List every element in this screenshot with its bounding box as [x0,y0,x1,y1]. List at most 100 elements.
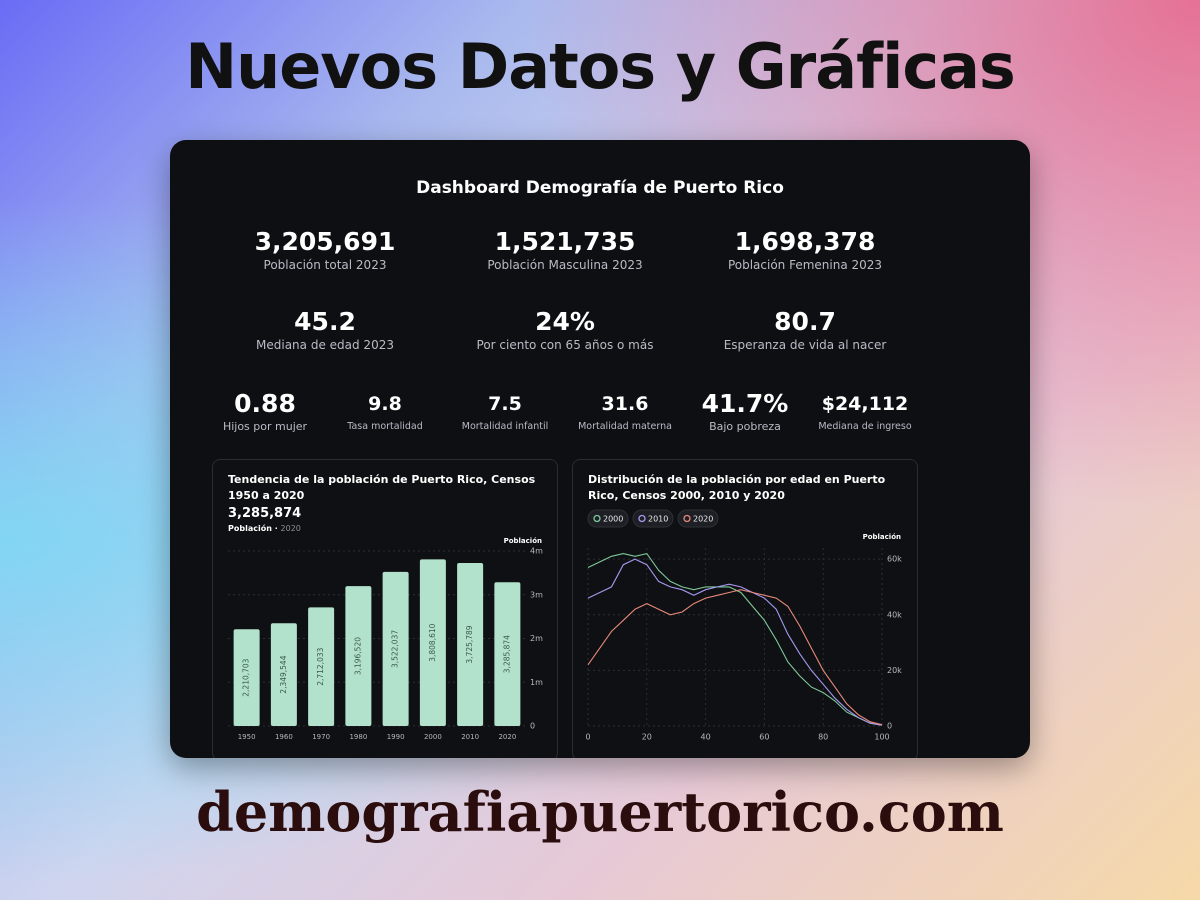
stat-value: 0.88 [234,389,296,418]
y-tick-label: 0 [530,722,535,731]
y-tick-label: 4m [530,547,543,556]
y-tick-label: 20k [887,666,902,675]
chart-title: Tendencia de la población de Puerto Rico… [228,473,536,502]
stat-label: Mortalidad infantil [461,421,549,432]
legend-label: 2010 [648,515,668,524]
stat: $24,112 Mediana de ingreso [745,390,985,436]
legend-pill [632,509,674,528]
y-tick-label: 1m [530,678,543,687]
stat-value: 41.7% [701,389,789,418]
legend-pill [587,509,629,528]
stat-value: 1,521,735 [494,227,636,256]
charts: 0 1m 2m 3m 4m Población 2,210,703 1950 2,349,544… [228,509,902,742]
legend-item: 2020 [677,509,719,528]
stat-label: Bajo pobreza [709,420,781,433]
legend-item: 2000 [587,509,629,528]
value-label: 3,285,874 [502,635,511,673]
stat: 1,521,735 Población Masculina 2023 [445,228,685,274]
stat: 24% Por ciento con 65 años o más [445,308,685,354]
x-tick-label: 0 [585,733,590,742]
stat-value: 80.7 [774,307,836,336]
footer-url: demografiapuertorico.com [196,780,1004,844]
stat-label: Tasa mortalidad [347,421,423,432]
series-line [587,558,883,726]
legend-marker [683,514,691,523]
stat-label: Mediana de edad 2023 [256,338,394,352]
stat-label: Esperanza de vida al nacer [723,338,887,352]
x-tick-label: 40 [701,733,711,742]
value-label: 3,725,789 [465,625,474,663]
series-line [587,589,883,726]
y-tick-label: 60k [887,555,902,564]
bar [382,571,409,726]
stat-label: Población total 2023 [263,258,387,272]
bar [419,559,446,726]
page-title: Nuevos Datos y Gráficas [185,30,1016,103]
dashboard-title: Dashboard Demografía de Puerto Rico [416,178,784,198]
x-tick-label: 1950 [238,733,256,741]
stat-value: 31.6 [601,393,649,415]
axis-label: Población [504,537,542,545]
headline-label: Población [228,524,272,533]
bar [308,607,335,726]
stat-label: Población Femenina 2023 [727,258,883,272]
chart-title: Distribución de la población por edad en… [588,473,886,502]
headline-year: 2020 [280,524,301,533]
y-tick-label: 2m [530,634,543,643]
x-tick-label: 60 [759,733,769,742]
stat-label: Población Masculina 2023 [487,258,643,272]
bar [233,629,260,726]
stat: 3,205,691 Población total 2023 [205,228,445,274]
legend-marker [638,514,646,523]
stat: 9.8 Tasa mortalidad [265,390,505,436]
stat: 41.7% Bajo pobreza [625,390,865,436]
legend-marker [593,514,601,523]
legend-pill [677,509,719,528]
stat-label: Mortalidad materna [578,421,672,432]
value-label: 3,808,610 [428,623,437,661]
value-label: 2,712,033 [316,647,325,685]
bar [270,623,297,726]
stat-value: 24% [535,307,595,336]
legend-label: 2000 [603,515,623,524]
stat: 0.88 Hijos por mujer [170,390,385,436]
headline: 3,285,874 [228,506,302,521]
x-tick-label: 1980 [349,733,367,741]
stat-value: $24,112 [821,393,909,415]
x-tick-label: 1960 [275,733,293,741]
x-tick-label: 2010 [461,733,479,741]
stat: 31.6 Mortalidad materna [505,390,745,436]
headline-sub: Población · 2020 [228,524,301,533]
bar [457,562,484,726]
legend-item: 2010 [632,509,674,528]
y-tick-label: 40k [887,610,902,619]
x-tick-label: 20 [642,733,652,742]
dashboard-card: Dashboard Demografía de Puerto Rico 3,20… [170,140,1030,758]
stat: 1,698,378 Población Femenina 2023 [685,228,925,274]
stat-label: Mediana de ingreso [818,421,912,432]
y-tick-label: 0 [887,722,892,731]
value-label: 2,349,544 [279,655,288,693]
x-tick-label: 1970 [312,733,330,741]
stat: 45.2 Mediana de edad 2023 [205,308,445,354]
stat-value: 45.2 [294,307,356,336]
y-tick-label: 3m [530,590,543,599]
x-tick-label: 2000 [424,733,442,741]
value-label: 3,196,520 [353,637,362,675]
stat-value: 3,205,691 [254,227,396,256]
x-tick-label: 100 [874,733,889,742]
stat: 7.5 Mortalidad infantil [385,390,625,436]
stat-label: Hijos por mujer [222,420,308,433]
stat-label: Por ciento con 65 años o más [476,338,654,352]
axis-label: Población [863,533,901,541]
stat-value: 9.8 [368,393,402,415]
legend-label: 2020 [693,515,713,524]
stat-value: 7.5 [488,393,522,415]
bar [345,586,372,726]
stat-value: 1,698,378 [734,227,876,256]
value-label: 3,522,037 [391,630,400,668]
bar [494,582,521,726]
x-tick-label: 1990 [387,733,405,741]
